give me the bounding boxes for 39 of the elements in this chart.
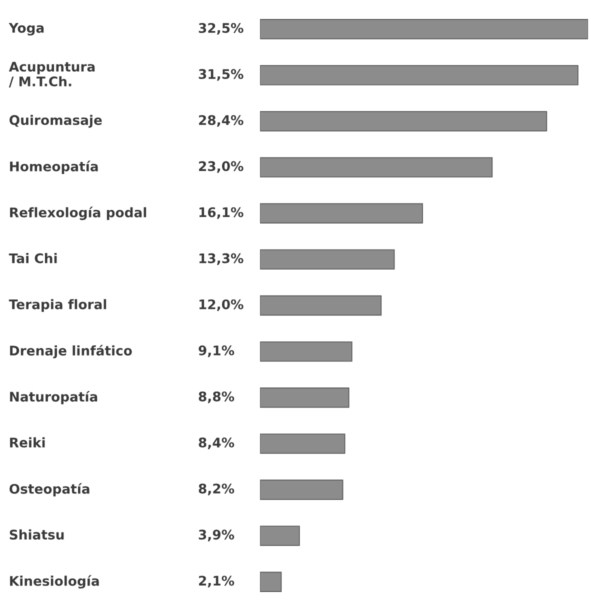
data-label: 28,4% bbox=[199, 115, 244, 127]
y-tick-label: Tai Chi bbox=[8, 253, 57, 264]
bar bbox=[260, 526, 300, 546]
bar bbox=[260, 111, 548, 132]
y-tick-label: Yoga bbox=[8, 23, 44, 36]
data-label: 2,1% bbox=[199, 576, 234, 588]
data-label: 8,4% bbox=[198, 438, 234, 450]
bar bbox=[260, 65, 578, 86]
y-tick-label: Osteopatía bbox=[10, 483, 90, 496]
bar bbox=[260, 572, 282, 592]
bar bbox=[260, 19, 588, 40]
bar bbox=[260, 480, 344, 500]
data-label: 12,0% bbox=[199, 299, 244, 312]
data-label: 3,9% bbox=[198, 530, 234, 542]
bar bbox=[260, 388, 350, 408]
data-label: 8,8% bbox=[198, 391, 234, 404]
y-tick-label: Shiatsu bbox=[10, 529, 64, 540]
y-tick-label: Quiromasaje bbox=[10, 114, 102, 128]
y-tick-label: Kinesiología bbox=[10, 575, 99, 589]
data-label: 8,2% bbox=[198, 484, 234, 496]
data-label: 32,5% bbox=[198, 22, 244, 35]
bar bbox=[260, 203, 423, 224]
bar bbox=[260, 341, 352, 362]
data-label: 16,1% bbox=[199, 207, 244, 219]
y-tick-label: Reflexología podal bbox=[10, 206, 146, 220]
bar bbox=[260, 249, 395, 270]
y-tick-label: Reiki bbox=[10, 437, 45, 448]
bar bbox=[260, 295, 382, 316]
y-tick-label: Terapia floral bbox=[8, 299, 106, 312]
bar bbox=[260, 157, 493, 178]
data-label: 13,3% bbox=[199, 253, 244, 265]
y-tick-label: Homeopatía bbox=[10, 160, 98, 174]
bar bbox=[260, 434, 346, 454]
y-tick-label: Naturopatía bbox=[10, 390, 98, 404]
data-label: 31,5% bbox=[198, 69, 244, 81]
y-tick-label: Acupuntura / M.T.Ch. bbox=[8, 62, 95, 88]
data-label: 23,0% bbox=[199, 161, 244, 173]
y-tick-label: Drenaje linfático bbox=[10, 344, 132, 358]
data-label: 9,1% bbox=[198, 345, 234, 358]
